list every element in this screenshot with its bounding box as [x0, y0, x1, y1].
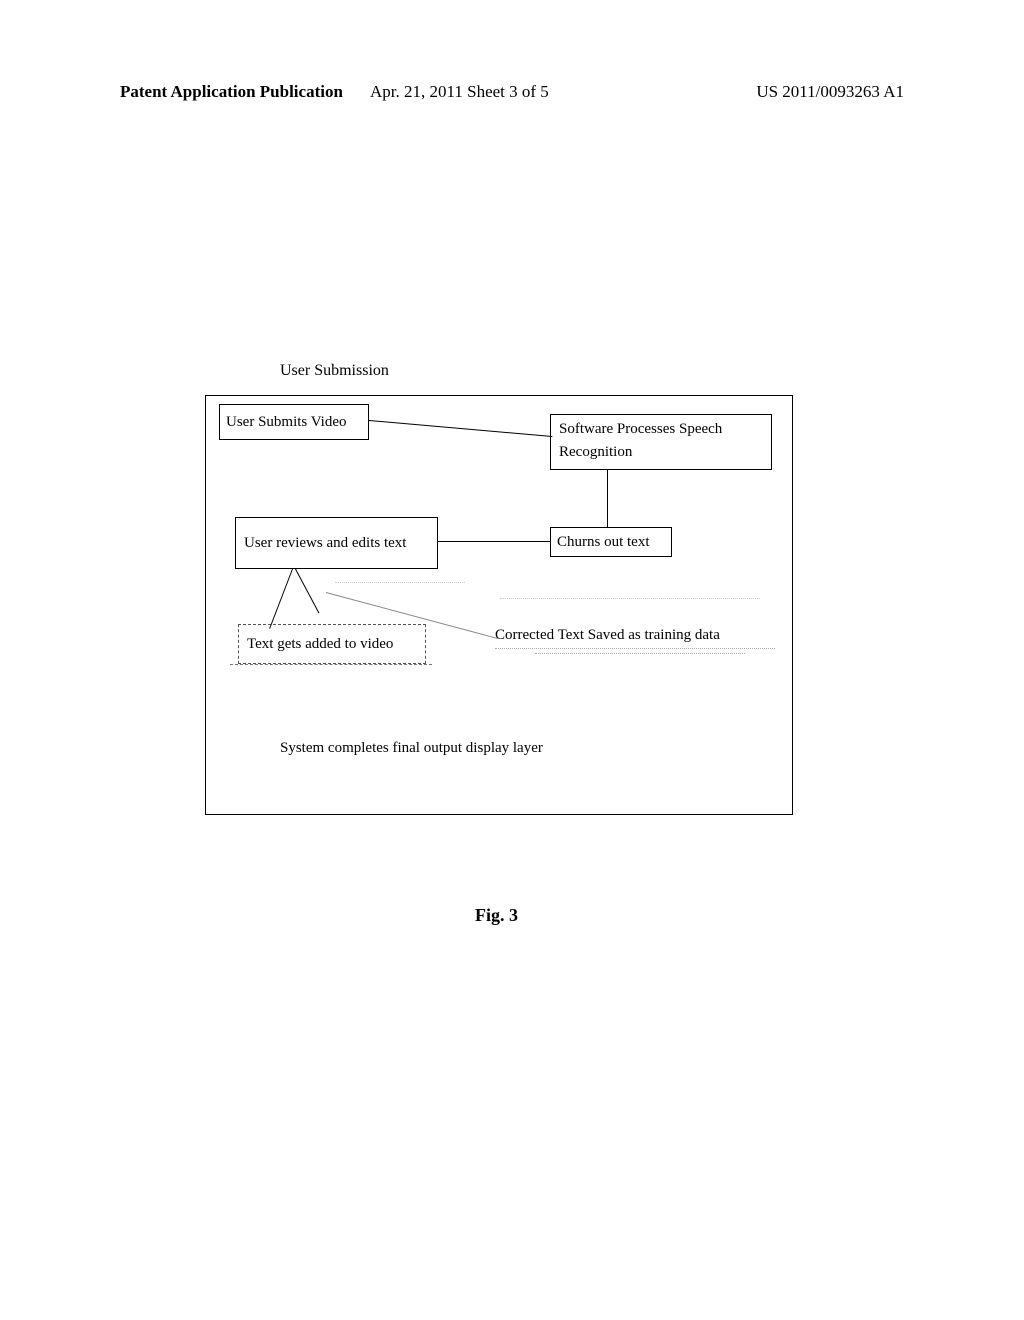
- flowchart-node-speech-recognition: Software Processes Speech Recognition: [550, 414, 772, 470]
- faded-dotted-line: [500, 598, 760, 599]
- figure-label: Fig. 3: [475, 905, 518, 926]
- node-label: User reviews and edits text: [244, 535, 406, 552]
- dashed-underline: [230, 664, 432, 665]
- header-right-text: US 2011/0093263 A1: [756, 82, 904, 102]
- node-label: Corrected Text Saved as training data: [495, 627, 720, 643]
- header-center-text: Apr. 21, 2011 Sheet 3 of 5: [370, 82, 549, 102]
- flowchart-node-text-added: Text gets added to video: [238, 624, 426, 664]
- diagram-bottom-text: System completes final output display la…: [280, 740, 543, 757]
- connector-line: [438, 541, 550, 542]
- flowchart-node-review-text: User reviews and edits text: [235, 517, 438, 569]
- node-label: Churns out text: [557, 534, 650, 551]
- diagram-title: User Submission: [280, 362, 389, 380]
- flowchart-node-submit-video: User Submits Video: [219, 404, 369, 440]
- node-label-line2: Recognition: [559, 444, 632, 461]
- faded-dotted-line: [335, 582, 465, 583]
- flowchart-node-churns-text: Churns out text: [550, 527, 672, 557]
- page-header: Patent Application Publication Apr. 21, …: [0, 82, 1024, 102]
- flowchart-node-training-data: Corrected Text Saved as training data: [495, 627, 775, 649]
- node-label-line1: Software Processes Speech: [559, 421, 722, 438]
- node-label: User Submits Video: [226, 414, 347, 431]
- header-left-text: Patent Application Publication: [120, 82, 343, 102]
- connector-line: [607, 470, 608, 528]
- node-label: Text gets added to video: [247, 636, 393, 653]
